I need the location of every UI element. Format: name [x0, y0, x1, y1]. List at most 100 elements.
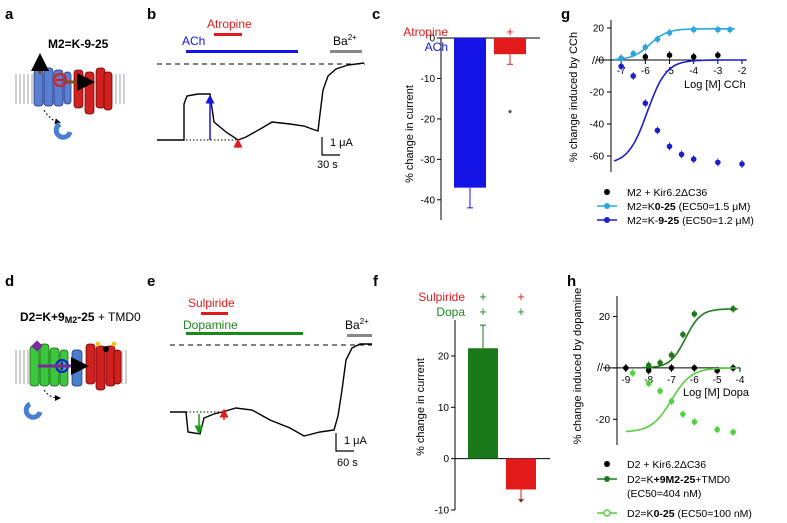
panel-d-schematic: [15, 340, 127, 420]
data-point: [642, 54, 649, 60]
panel-e-scale-bar: [335, 433, 354, 452]
panel-h-axis-break: //: [597, 362, 604, 374]
panel-g-legend: M2 + Kir6.2ΔC36 M2=K0-25 (EC50=1.5 μM) M…: [597, 187, 754, 227]
data-point: [668, 352, 675, 358]
y-tick-label: 0: [604, 363, 610, 374]
data-point: [680, 331, 686, 338]
y-tick-label: -10: [421, 74, 436, 85]
data-point: [691, 311, 698, 317]
panel-b-label: b: [147, 6, 156, 23]
panel-b-atropine-label: Atropine: [207, 17, 252, 31]
x-tick-label: -4: [689, 66, 698, 77]
panel-f-row1-bar2: +: [517, 289, 525, 304]
panel-e-sulpiride-label: Sulpiride: [188, 296, 235, 310]
y-tick-label: 10: [438, 403, 450, 414]
panel-c-ylabel: % change in current: [404, 85, 416, 183]
panel-f-ylabel: % change in current: [415, 358, 427, 456]
legend-entry: (EC50=404 nM): [627, 488, 701, 500]
panel-c-label: c: [372, 6, 380, 23]
y-tick-label: -20: [421, 114, 436, 125]
panel-h-ylabel: % change induced by dopamine: [572, 288, 584, 445]
x-tick-label: -5: [665, 66, 674, 77]
data-point: [730, 429, 736, 435]
panel-c-significance: *: [508, 108, 513, 120]
data-point: [730, 306, 736, 312]
bar: [468, 348, 498, 459]
bar: [506, 458, 536, 490]
legend-entry: D2 + Kir6.2ΔC36: [627, 459, 706, 471]
data-point: [630, 73, 637, 79]
fit-curve: [613, 59, 747, 162]
legend-entry: D2=K0-25 (EC50=100 nM): [627, 508, 752, 520]
panel-f-row2-bar1: +: [479, 304, 487, 319]
data-point: [668, 398, 675, 405]
x-tick-label: -3: [713, 66, 722, 77]
panel-b-atropine-bar: [214, 33, 242, 36]
data-point: [630, 50, 637, 57]
panel-a-construct: M2=K-9-25: [48, 37, 109, 51]
x-tick-label: -2: [738, 66, 747, 77]
legend-entry: M2 + Kir6.2ΔC36: [627, 187, 707, 199]
panel-e-ba-bar: [347, 334, 372, 337]
data-point: [690, 156, 697, 162]
data-point: [715, 52, 721, 58]
y-tick-label: -60: [590, 152, 605, 163]
panel-f-row1-bar1: +: [479, 289, 487, 304]
data-point: [727, 26, 733, 33]
legend-marker: [604, 476, 610, 482]
data-point: [654, 127, 661, 134]
panel-e-dopamine-label: Dopamine: [183, 318, 238, 332]
panel-g-chart: 20 0 -20 -40 -60 -7 -6 -5 -4 -3 -2: [590, 20, 747, 172]
panel-a-label: a: [5, 6, 14, 23]
data-point: [739, 161, 745, 167]
bar: [454, 38, 486, 188]
data-point: [666, 52, 673, 58]
y-tick-label: -10: [435, 506, 450, 517]
panel-b-ba-bar: [330, 50, 362, 53]
panel-e-scale-x: 60 s: [337, 457, 358, 469]
panel-b-ach-label: ACh: [182, 34, 205, 48]
data-point: [666, 30, 673, 36]
data-point: [691, 419, 698, 425]
panel-e-dopamine-bar: [186, 332, 303, 335]
y-tick-label: 0: [429, 34, 435, 45]
data-point: [642, 44, 649, 50]
y-tick-label: -40: [421, 195, 436, 206]
legend-marker: [604, 203, 610, 209]
panel-g-axis-break: //: [592, 55, 599, 67]
data-point: [657, 388, 663, 394]
data-point: [618, 63, 624, 70]
panel-h-label: h: [567, 273, 576, 290]
legend-entry: D2=K+9M2-25+TMD0: [627, 474, 730, 486]
x-tick-label: -7: [617, 66, 626, 77]
panel-c-row1-bar2: +: [506, 24, 514, 39]
data-point: [678, 151, 685, 158]
panel-b-ba-label: Ba2+: [333, 33, 357, 48]
panel-c-row2-label: ACh: [425, 40, 448, 54]
y-tick-label: -20: [590, 88, 605, 99]
y-tick-label: 0: [443, 454, 449, 465]
data-point: [714, 426, 720, 433]
legend-marker: [604, 189, 610, 195]
data-point: [629, 370, 636, 376]
legend-entry: M2=K0-25 (EC50=1.5 μM): [627, 201, 750, 213]
y-tick-label: -40: [590, 120, 605, 131]
panel-g-ylabel: % change induced by CCh: [568, 32, 580, 162]
panel-f-row2-bar2: +: [517, 304, 525, 319]
x-tick-label: -5: [713, 375, 722, 386]
panel-h-xlabel: Log [M] Dopa: [683, 387, 750, 399]
data-point: [645, 380, 652, 387]
data-point: [715, 159, 721, 166]
panel-e-scale-y: 1 μA: [344, 435, 368, 447]
panel-e-trace: [170, 343, 372, 437]
x-tick-label: -9: [621, 375, 630, 386]
panel-d-label: d: [5, 273, 14, 290]
x-tick-label: -4: [736, 375, 745, 386]
data-point: [645, 362, 652, 369]
data-point: [623, 365, 629, 371]
panel-c-row1-label: Atropine: [403, 25, 448, 39]
panel-f-chart: 20 10 0 -10: [435, 320, 550, 517]
panel-e-label: e: [147, 273, 155, 290]
y-tick-label: -20: [596, 415, 611, 426]
